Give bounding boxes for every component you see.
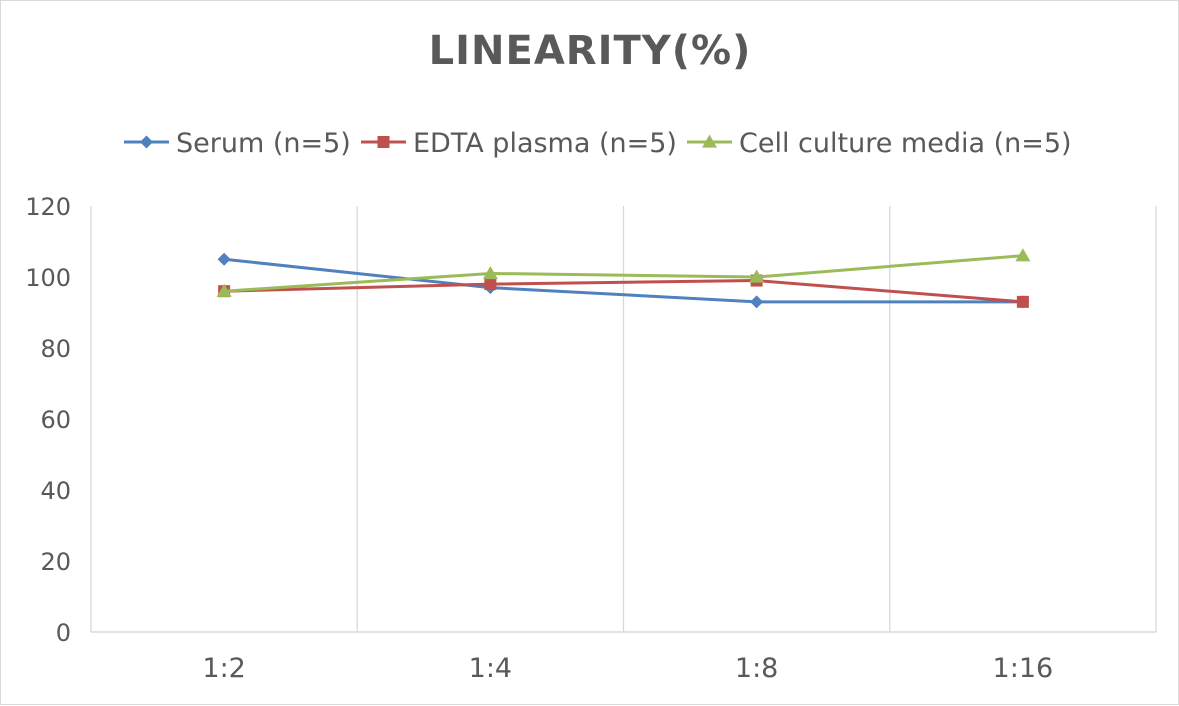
gridlines bbox=[90, 206, 1157, 633]
series-line bbox=[223, 257, 1023, 304]
y-tick-label: 120 bbox=[25, 193, 71, 221]
legend-entry: Cell culture media (n=5) bbox=[687, 128, 1072, 159]
data-point bbox=[482, 265, 498, 280]
legend-label: Cell culture media (n=5) bbox=[739, 128, 1072, 159]
data-point bbox=[217, 252, 231, 266]
data-point bbox=[750, 295, 764, 309]
y-tick-label: 100 bbox=[25, 264, 71, 292]
series-line bbox=[224, 254, 1023, 293]
x-axis: 1:2 1:4 1:8 1:16 bbox=[202, 653, 1053, 684]
series-3 bbox=[216, 248, 1031, 297]
chart-title: LINEARITY(%) bbox=[429, 28, 752, 74]
y-axis: 0 20 40 60 80 100 120 bbox=[25, 193, 71, 647]
legend-marker bbox=[140, 135, 153, 149]
data-point bbox=[1015, 248, 1031, 262]
x-tick-label: 1:2 bbox=[202, 653, 245, 684]
y-tick-label: 20 bbox=[40, 548, 71, 576]
legend-entry: EDTA plasma (n=5) bbox=[361, 128, 677, 159]
x-tick-label: 1:16 bbox=[993, 653, 1054, 684]
data-point bbox=[1016, 295, 1029, 308]
y-tick-label: 80 bbox=[40, 335, 71, 363]
legend-marker bbox=[702, 134, 717, 148]
x-tick-label: 1:8 bbox=[735, 653, 778, 684]
data-point bbox=[749, 269, 765, 283]
series-line bbox=[224, 279, 1023, 304]
legend-marker bbox=[377, 136, 390, 148]
data-point bbox=[484, 278, 497, 291]
y-tick-label: 40 bbox=[40, 477, 71, 505]
data-point bbox=[216, 283, 232, 297]
legend-label: EDTA plasma (n=5) bbox=[413, 128, 677, 159]
legend-label: Serum (n=5) bbox=[176, 128, 351, 159]
series-group bbox=[216, 248, 1031, 309]
x-tick-label: 1:4 bbox=[469, 653, 512, 684]
y-tick-label: 60 bbox=[40, 406, 71, 434]
legend: Serum (n=5) EDTA plasma (n=5) Cell culture… bbox=[124, 128, 1072, 159]
y-tick-label: 0 bbox=[56, 619, 71, 647]
legend-entry: Serum (n=5) bbox=[124, 128, 351, 159]
